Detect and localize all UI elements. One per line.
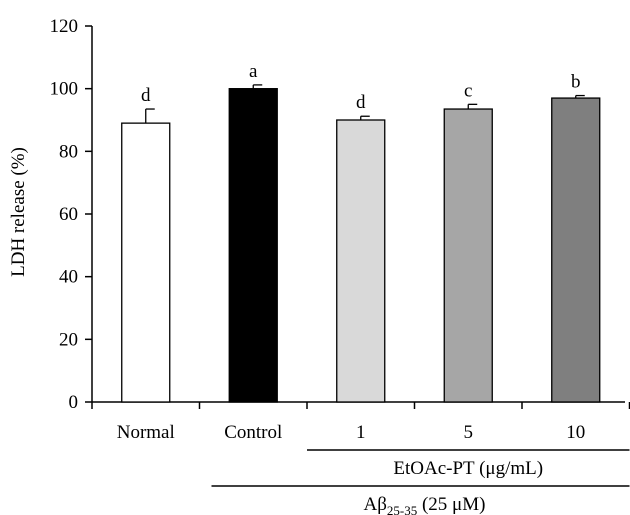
y-tick-label: 0 [69,392,79,413]
bar [551,97,601,403]
y-tick-label: 60 [59,204,78,225]
y-tick-label: 120 [50,16,79,37]
group-label: Aβ25-35 (25 μM) [364,494,486,515]
x-tick-label: Normal [117,422,175,443]
x-tick-labels: Normal Control 1 5 10 [117,422,586,443]
bar [336,119,386,403]
x-tick-label: 5 [464,422,474,443]
y-tick-label: 80 [59,141,78,162]
group-brackets: EtOAc-PT (μg/mL) Aβ25-35 (25 μM) [211,449,630,515]
significance-letter: d [356,92,366,113]
significance-letter: a [249,61,258,82]
significance-letter: c [464,80,472,101]
x-tick-label: 1 [356,422,366,443]
y-axis-ticks: 0 20 40 60 80 100 120 [50,16,92,413]
x-axis-ticks [91,402,630,409]
x-tick-label: Control [224,422,282,443]
bar [443,108,493,403]
bar [228,88,278,403]
y-tick-label: 100 [50,79,79,100]
y-tick-label: 40 [59,267,78,288]
bar [121,122,171,403]
y-tick-label: 20 [59,329,78,350]
significance-letter: b [571,72,581,93]
y-axis-label: LDH release (%) [8,147,29,277]
group-label: EtOAc-PT (μg/mL) [393,458,543,479]
significance-letter: d [141,85,151,106]
x-tick-label: 10 [566,422,585,443]
bars: d a d c b [121,61,601,403]
